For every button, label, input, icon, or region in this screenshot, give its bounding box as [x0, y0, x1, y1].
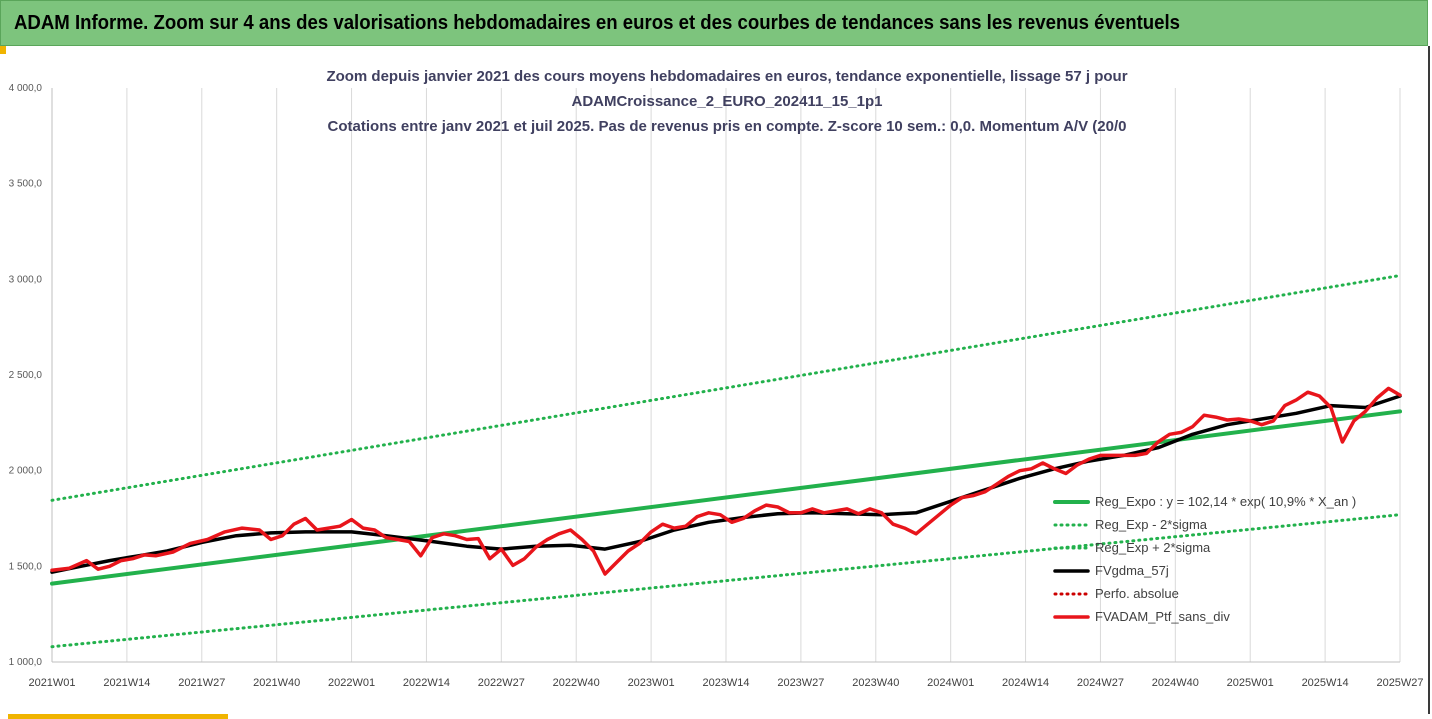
chart-title-block: Zoom depuis janvier 2021 des cours moyen…	[326, 68, 1127, 135]
y-tick-label: 4 000,0	[9, 83, 43, 94]
x-tick-label: 2022W27	[478, 677, 525, 689]
chart-series	[50, 274, 1402, 649]
chart-title-line-1: Zoom depuis janvier 2021 des cours moyen…	[326, 68, 1127, 85]
header-banner: ADAM Informe. Zoom sur 4 ans des valoris…	[0, 0, 1428, 46]
x-tick-label: 2024W40	[1152, 677, 1199, 689]
x-tick-label: 2025W27	[1376, 677, 1423, 689]
chart: 2021W01 2021W14 2021W27 2021W40 2022W01 2022W…	[9, 68, 1424, 689]
x-tick-label: 2023W14	[702, 677, 749, 689]
x-tick-label: 2021W40	[253, 677, 300, 689]
y-tick-label: 2 500,0	[9, 370, 43, 381]
y-tick-label: 2 000,0	[9, 466, 43, 477]
legend-label: Perfo. absolue	[1095, 586, 1179, 601]
x-tick-label: 2022W40	[553, 677, 600, 689]
legend-label: Reg_Exp + 2*sigma	[1095, 540, 1211, 555]
legend-label: FVgdma_57j	[1095, 563, 1169, 578]
chart-legend: Reg_Expo : y = 102,14 * exp( 10,9% * X_a…	[1053, 494, 1356, 624]
chart-title-line-2: ADAMCroissance_2_EURO_202411_15_1p1	[571, 93, 882, 110]
y-tick-label: 3 000,0	[9, 274, 43, 285]
series-reg-exp-minus-2sigma	[50, 513, 1402, 649]
x-tick-label: 2025W14	[1302, 677, 1349, 689]
legend-label: Reg_Exp - 2*sigma	[1095, 517, 1208, 532]
x-tick-label: 2023W27	[777, 677, 824, 689]
x-tick-label: 2023W40	[852, 677, 899, 689]
x-tick-label: 2022W14	[403, 677, 450, 689]
accent-mark-left	[0, 46, 6, 54]
x-tick-label: 2021W14	[103, 677, 150, 689]
chart-frame	[0, 46, 1430, 714]
chart-axes: 2021W01 2021W14 2021W27 2021W40 2022W01 2022W…	[9, 83, 1424, 689]
x-tick-label: 2021W27	[178, 677, 225, 689]
chart-grid	[51, 88, 1401, 662]
x-tick-label: 2025W01	[1227, 677, 1274, 689]
series-fvadam-ptf	[50, 386, 1402, 576]
page-title: ADAM Informe. Zoom sur 4 ans des valoris…	[14, 12, 1180, 34]
series-reg-exp-plus-2sigma	[50, 274, 1402, 502]
y-tick-label: 1 500,0	[9, 561, 43, 572]
x-tick-label: 2024W01	[927, 677, 974, 689]
x-tick-label: 2024W14	[1002, 677, 1049, 689]
legend-label: FVADAM_Ptf_sans_div	[1095, 609, 1230, 624]
x-tick-label: 2022W01	[328, 677, 375, 689]
x-tick-label: 2021W01	[28, 677, 75, 689]
x-tick-label: 2024W27	[1077, 677, 1124, 689]
accent-mark-bottom	[8, 714, 228, 719]
y-tick-label: 1 000,0	[9, 657, 43, 668]
chart-title-line-3: Cotations entre janv 2021 et juil 2025. …	[328, 118, 1127, 135]
y-tick-label: 3 500,0	[9, 179, 43, 190]
legend-label: Reg_Expo : y = 102,14 * exp( 10,9% * X_a…	[1095, 494, 1356, 509]
x-tick-label: 2023W01	[628, 677, 675, 689]
